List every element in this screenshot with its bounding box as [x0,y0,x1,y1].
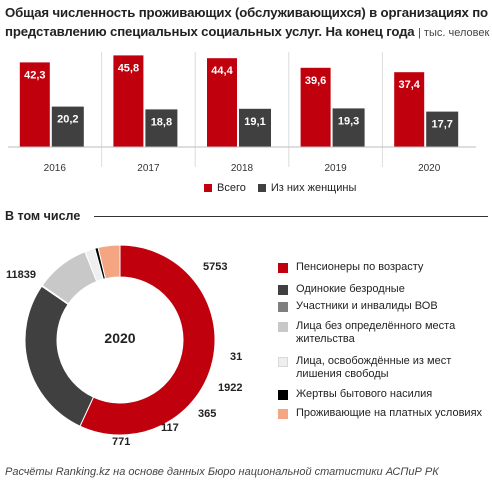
donut-legend-item-3: Лица без определённого места жительства [278,320,490,346]
donut-legend-label-2: Участники и инвалиды ВОВ [296,300,438,312]
bar-value-label-women-2020: 17,7 [431,119,452,131]
bar-value-label-total-2019: 39,6 [305,75,326,87]
bar-value-label-total-2017: 45,8 [118,62,139,74]
legend-swatch-total [204,184,212,192]
bar-value-label-total-2018: 44,4 [211,65,233,77]
legend-item-women: Из них женщины [257,182,357,194]
bar-women-2016 [51,106,84,147]
donut-legend-item-1: Одинокие безродные [278,283,490,296]
donut-legend-label-6: Проживающие на платных условиях [296,407,483,419]
donut-slice-6 [97,244,121,280]
x-tick-label-2016: 2016 [44,163,67,174]
bar-women-2020 [426,111,459,147]
donut-legend-swatch-5 [278,390,288,400]
bar-women-2017 [145,109,178,147]
source-footer: Расчёты Ranking.kz на основе данных Бюро… [5,466,439,478]
bar-legend: Всего Из них женщины [204,182,368,194]
donut-legend-swatch-2 [278,302,288,312]
donut-legend-label-0: Пенсионеры по возрасту [296,261,424,273]
bar-chart: 42,3 20,2 2016 45,8 18,8 2017 44,4 19,1 2018 39,6… [8,44,476,174]
donut-value-label-0: 11839 [6,269,36,281]
legend-item-total: Всего [204,182,246,194]
bar-value-label-total-2016: 42,3 [24,69,45,81]
legend-label-total: Всего [217,182,246,194]
donut-legend-swatch-0 [278,263,288,273]
bar-women-2018 [239,108,271,147]
donut-legend-label-5: Жертвы бытового насилия [296,388,433,400]
unit-label: | тыс. человек [418,27,490,39]
donut-value-label-3: 1922 [218,382,243,394]
donut-value-label-5: 117 [161,422,179,434]
donut-value-label-4: 365 [198,408,217,420]
legend-label-women: Из них женщины [270,182,357,194]
donut-legend-item-5: Жертвы бытового насилия [278,388,490,401]
bar-value-label-women-2019: 19,3 [338,115,359,127]
x-tick-label-2019: 2019 [324,163,347,174]
donut-value-label-6: 771 [112,436,131,448]
bar-total-2019 [300,67,331,147]
bar-value-label-women-2017: 18,8 [151,116,172,128]
donut-legend-item-0: Пенсионеры по возрасту [278,261,490,274]
bar-total-2018 [207,58,237,148]
donut-slice-1 [24,285,95,427]
x-tick-label-2017: 2017 [137,163,160,174]
donut-legend-swatch-4 [278,357,288,367]
donut-legend-label-1: Одинокие безродные [296,283,405,295]
donut-value-label-2: 31 [230,351,243,363]
donut-slice-0 [79,244,216,436]
donut-legend-swatch-3 [278,322,288,332]
bar-total-2017 [113,55,144,147]
x-tick-label-2020: 2020 [418,163,441,174]
bar-women-2019 [332,108,365,147]
donut-center-year: 2020 [104,330,136,346]
donut-legend-label-4: Лица, освобождённые из мест лишения своб… [296,355,452,380]
section-title: В том числе [5,209,81,223]
bar-value-label-women-2016: 20,2 [57,114,78,126]
donut-chart [24,244,216,436]
bar-total-2016 [19,62,50,147]
donut-legend-item-6: Проживающие на платных условиях [278,407,490,420]
donut-value-label-1: 5753 [203,261,228,273]
section-divider [94,216,488,217]
x-tick-label-2018: 2018 [231,163,254,174]
donut-legend-label-3: Лица без определённого места жительства [296,320,456,345]
donut-legend-item-2: Участники и инвалиды ВОВ [278,300,490,313]
donut-legend-swatch-1 [278,285,288,295]
legend-swatch-women [257,184,266,192]
bar-value-label-total-2020: 37,4 [398,79,420,91]
donut-legend-item-4: Лица, освобождённые из мест лишения своб… [278,355,490,381]
bar-value-label-women-2018: 19,1 [244,116,265,128]
donut-legend-swatch-6 [278,409,288,419]
bar-total-2020 [394,72,425,147]
chart-title: Общая численность проживающих (обслужива… [5,5,490,39]
